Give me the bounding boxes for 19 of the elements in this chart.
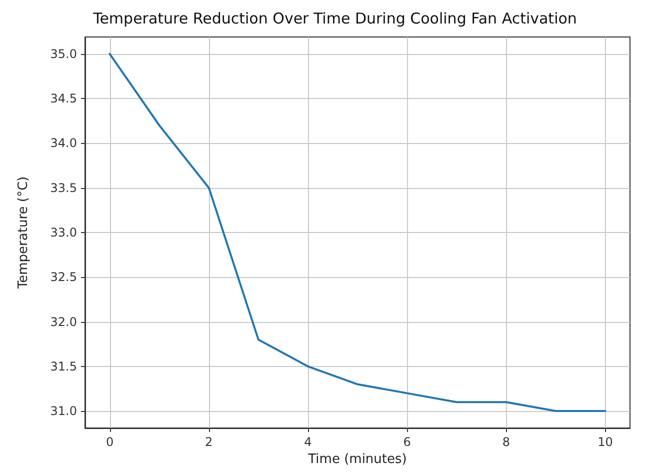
x-tick-label: 4 <box>304 435 312 449</box>
y-tick-label: 34.5 <box>50 92 77 106</box>
line-series <box>108 52 606 412</box>
y-tick-label: 32.0 <box>50 314 77 329</box>
y-axis-title: Temperature (°C) <box>16 176 31 290</box>
y-tick-label: 31.5 <box>50 359 77 374</box>
x-tick-label: 8 <box>502 435 510 449</box>
x-tick-label: 2 <box>205 435 213 449</box>
y-tick-label: 34.0 <box>50 136 77 150</box>
x-tick-label: 0 <box>106 435 114 449</box>
y-tick-label: 35.0 <box>50 46 77 61</box>
x-tick-label: 6 <box>403 435 411 449</box>
y-tick-label: 33.0 <box>50 226 77 240</box>
x-tick-label: 10 <box>598 435 613 449</box>
y-tick-label: 32.5 <box>50 270 77 284</box>
y-tick-label: 33.5 <box>50 180 77 195</box>
chart-title: Temperature Reduction Over Time During Cooling Fan Activation <box>92 10 577 28</box>
x-axis-title: Time (minutes) <box>307 452 407 467</box>
y-tick-label: 31.0 <box>50 404 77 418</box>
